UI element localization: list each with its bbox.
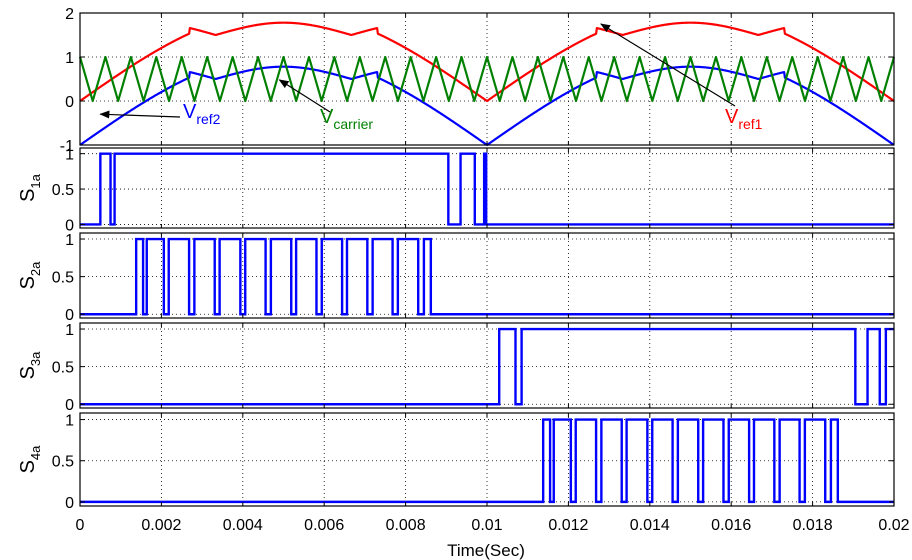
y-axis-label-s2a-sub: 2a xyxy=(28,261,43,276)
annotation-label-v-ref1: Vref1 xyxy=(725,106,763,132)
annotation-arrow-v-ref2 xyxy=(99,110,181,119)
annotation-label-v-carrier-main: V xyxy=(320,106,334,128)
y-axis-label-s3a-main: S xyxy=(17,366,39,379)
annotation-label-v-ref2-main: V xyxy=(183,101,197,123)
y-axis-label-s4a: S4a xyxy=(17,445,43,474)
pulse-train-s3a xyxy=(80,327,894,406)
panel-3: 0 0.5 1 S2a xyxy=(17,232,895,324)
y-tick-label: 2 xyxy=(65,6,74,23)
annotation-arrow-v-carrier xyxy=(278,79,331,113)
x-tick-label: 0.006 xyxy=(304,517,344,534)
x-tick-label: 0.01 xyxy=(471,517,502,534)
annotation-arrow-v-ref1 xyxy=(600,23,736,107)
annotation-label-v-ref1-sub: ref1 xyxy=(738,116,762,132)
panel-background xyxy=(80,413,894,506)
pulse-train-s4a xyxy=(80,418,894,504)
y-tick-label: 0 xyxy=(65,217,74,234)
y-tick-label: 0 xyxy=(65,495,74,512)
panel-2: 0 0.5 1 S1a xyxy=(17,147,895,234)
y-axis-label-s3a-sub: 3a xyxy=(28,351,43,366)
pulse-train-s1a xyxy=(80,152,894,226)
y-tick-label: 1 xyxy=(65,413,74,430)
y-axis-label-s2a: S2a xyxy=(17,261,43,290)
panel-5: 0 0.5 1 S4a xyxy=(17,412,895,512)
y-tick-label: 0.5 xyxy=(52,182,74,199)
y-axis-label-s3a: S3a xyxy=(17,351,43,380)
y-axis-label-s1a: S1a xyxy=(17,173,43,202)
series-line-v-ref1 xyxy=(79,21,895,103)
y-tick-label: 1 xyxy=(65,147,74,164)
annotation-label-v-ref2: Vref2 xyxy=(183,101,221,127)
x-tick-label: 0.014 xyxy=(630,517,670,534)
panel-background xyxy=(80,323,894,408)
y-tick-label: 1 xyxy=(65,50,74,67)
y-tick-label: 0 xyxy=(65,94,74,111)
panel-1: -1 0 1 2 xyxy=(60,6,896,155)
y-tick-label: 0 xyxy=(65,397,74,414)
annotation-label-v-ref1-main: V xyxy=(725,106,739,128)
y-axis-label-s1a-main: S xyxy=(17,189,39,202)
x-tick-label: 0.02 xyxy=(878,517,909,534)
y-tick-label: 0.5 xyxy=(52,360,74,377)
y-tick-label: 1 xyxy=(65,322,74,339)
y-tick-label: 0.5 xyxy=(52,454,74,471)
x-tick-label: 0.012 xyxy=(548,517,588,534)
y-axis-label-s4a-main: S xyxy=(17,460,39,473)
y-tick-label: 0 xyxy=(65,307,74,324)
x-axis-label: Time(Sec) xyxy=(447,541,525,560)
pulse-train-s2a xyxy=(80,237,894,316)
annotation-label-v-carrier: Vcarrier xyxy=(320,106,373,132)
x-tick-label: 0.018 xyxy=(793,517,833,534)
y-axis-label-s4a-sub: 4a xyxy=(28,445,43,460)
x-tick-label: 0.004 xyxy=(223,517,263,534)
series-line-v-carrier xyxy=(78,55,896,103)
y-tick-label: 0.5 xyxy=(52,270,74,287)
annotations-layer: Vref2 Vcarrier Vref1 xyxy=(99,23,763,132)
x-tick-label: 0 xyxy=(76,517,85,534)
x-axis-layer: 0 0.002 0.004 0.006 0.008 0.01 0.012 0.014 0.016… xyxy=(76,13,910,534)
y-axis-label-s2a-main: S xyxy=(17,276,39,289)
y-axis-label-s1a-sub: 1a xyxy=(28,173,43,188)
panel-4: 0 0.5 1 S3a xyxy=(17,322,895,414)
x-tick-label: 0.008 xyxy=(386,517,426,534)
annotation-label-v-ref2-sub: ref2 xyxy=(196,111,220,127)
y-tick-label: 1 xyxy=(65,232,74,249)
y-tick-label: -1 xyxy=(60,138,74,155)
annotation-label-v-carrier-sub: carrier xyxy=(333,116,373,132)
x-tick-label: 0.016 xyxy=(711,517,751,534)
x-tick-label: 0.002 xyxy=(141,517,181,534)
